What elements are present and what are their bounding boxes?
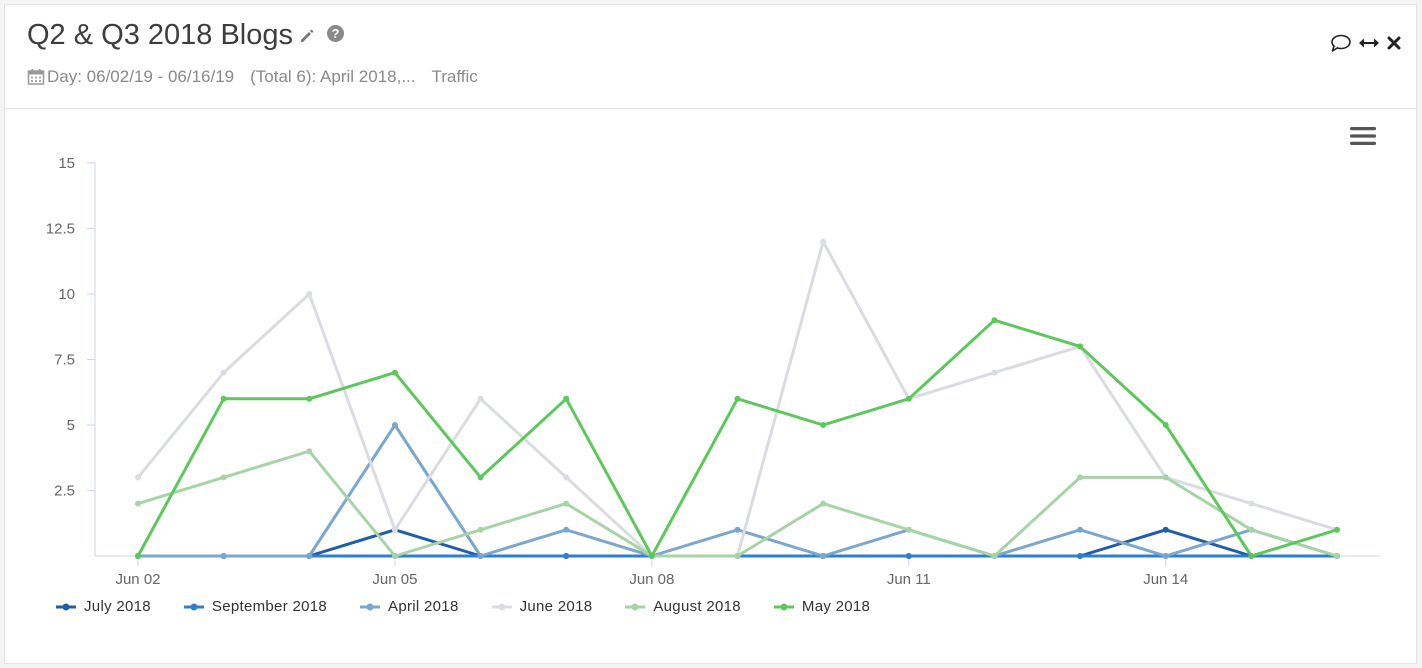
menu-icon[interactable] (1350, 126, 1376, 146)
widget-title: Q2 & Q3 2018 Blogs (27, 19, 293, 51)
legend-item[interactable]: September 2018 (183, 598, 328, 615)
legend-label: May 2018 (801, 598, 871, 615)
comment-icon[interactable] (1330, 33, 1352, 53)
header-tools (1330, 33, 1402, 53)
legend-label: July 2018 (84, 598, 151, 615)
close-icon[interactable] (1386, 35, 1402, 51)
legend-label: April 2018 (388, 598, 459, 615)
legend-swatch (625, 602, 646, 612)
widget-header: Q2 & Q3 2018 Blogs ? Day: 06/02/19 - 06/… (5, 5, 1416, 109)
widget-subtitle: Day: 06/02/19 - 06/16/19 (Total 6): Apri… (27, 67, 494, 87)
pencil-icon[interactable] (299, 28, 315, 44)
legend-swatch (183, 602, 204, 612)
legend-item[interactable]: July 2018 (56, 598, 151, 615)
legend-swatch (360, 602, 381, 612)
legend-item[interactable]: April 2018 (360, 598, 459, 615)
legend-label: June 2018 (519, 598, 593, 615)
legend-item[interactable]: June 2018 (491, 598, 593, 615)
chart-legend: July 2018 September 2018 April 2018 June 20… (56, 598, 870, 615)
expand-icon[interactable] (1358, 36, 1380, 50)
date-range[interactable]: Day: 06/02/19 - 06/16/19 (47, 67, 235, 86)
chart-widget: Q2 & Q3 2018 Blogs ? Day: 06/02/19 - 06/… (4, 4, 1417, 664)
legend-swatch (56, 602, 76, 612)
legend-swatch (773, 602, 794, 612)
calendar-icon (27, 68, 45, 86)
legend-label: August 2018 (653, 598, 741, 615)
segment-summary[interactable]: (Total 6): April 2018,... (250, 67, 416, 86)
help-icon[interactable]: ? (327, 25, 344, 42)
title-row: Q2 & Q3 2018 Blogs ? (27, 19, 344, 52)
legend-swatch (491, 602, 512, 612)
legend-label: September 2018 (211, 598, 328, 615)
legend-item[interactable]: May 2018 (773, 598, 871, 615)
metric-label[interactable]: Traffic (431, 67, 478, 86)
legend-item[interactable]: August 2018 (625, 598, 741, 615)
